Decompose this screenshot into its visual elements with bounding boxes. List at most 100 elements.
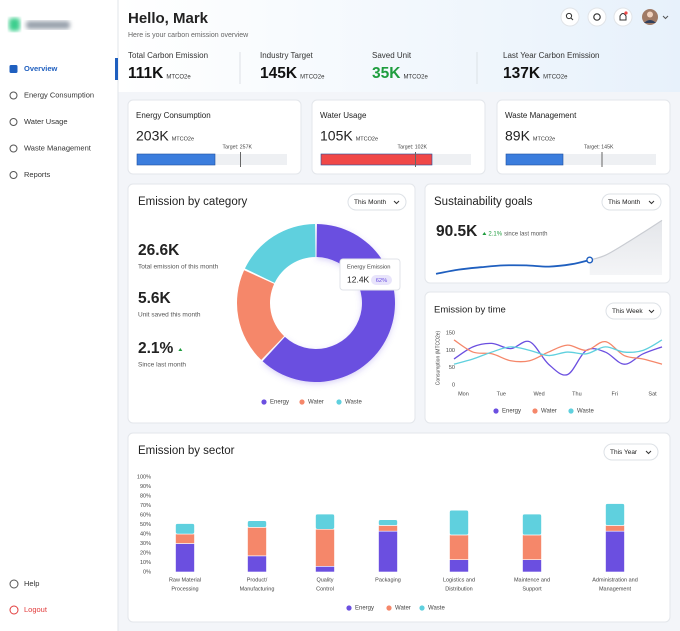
nav-icon [9,65,18,73]
card-title: Sustainability goals [434,196,533,208]
legend-label: Energy [355,606,374,612]
header-icons [560,7,669,27]
legend-label: Waste [428,606,445,612]
settings-button[interactable] [587,7,607,27]
search-button[interactable] [560,7,580,27]
bar-segment [522,534,542,560]
legend-dot [346,605,352,611]
donut-slice [244,224,316,283]
series-line [453,340,663,376]
stat-label: Last Year Carbon Emission [503,51,600,60]
bar-segment [315,565,335,573]
avatar-face [647,11,653,18]
y-tick-label: 60% [140,512,151,518]
bell-icon [619,13,627,21]
summary-value: 2.1% [138,340,174,357]
summary-label: Total emission of this month [138,264,219,271]
dropdown[interactable] [601,193,662,211]
usage-value: 89K [505,128,531,144]
x-tick-label: Control [316,586,334,592]
x-tick-label: Thu [572,391,581,397]
y-tick-label: 90% [140,484,151,490]
usage-unit: MTCO2e [356,136,378,142]
nav-icon [9,118,18,126]
legend-dot [336,399,342,405]
tooltip-value: 12.4K [347,274,370,284]
dropdown-chevron [648,200,655,205]
dropdown-label: This Month [608,199,641,206]
notification-button[interactable] [613,7,633,27]
footer-item[interactable]: Logout [24,605,48,614]
legend-dot [419,605,425,611]
nav-active-bar [115,58,118,80]
stat-value: 137K [503,65,541,82]
tooltip-percent: 62% [376,278,388,284]
progress-fill [320,153,433,166]
summary-label: Since last month [138,362,186,369]
nav-icon [9,171,18,179]
y-tick-label: 50% [140,522,151,528]
bar-segment [315,513,335,530]
stat-unit: MTCO2e [543,75,568,81]
bar-segment [605,503,625,526]
profile-chevron[interactable] [662,15,669,20]
dropdown-label: This Month [354,199,387,206]
dropdown-label: This Year [610,449,638,456]
x-tick-label: Maintence and [514,577,550,583]
up-arrow [482,232,487,235]
nav-item[interactable]: Overview [24,64,58,73]
bar-segment [605,525,625,532]
dropdown-chevron [393,200,400,205]
stat-label: Saved Unit [372,51,412,60]
y-tick-label: 0 [452,382,455,388]
usage-title: Waste Management [505,111,577,120]
stat-value: 35K [372,65,401,82]
stat-value: 145K [260,65,298,82]
y-axis-label: Consumption (MTCO2e) [435,330,441,385]
goal-line [435,259,590,275]
bar-segment [378,530,398,573]
y-tick-label: 70% [140,503,151,509]
series-line [453,339,663,365]
subtitle: Here is your carbon emission overview [128,32,249,39]
bar-segment [522,513,542,536]
stat-value: 111K [128,65,164,82]
header-background [118,0,680,92]
legend-label: Water [308,400,324,406]
x-tick-label: Fri [612,391,618,397]
nav-item[interactable]: Waste Management [24,143,92,152]
nav-item[interactable]: Energy Consumption [24,90,94,99]
up-arrow [178,348,183,351]
x-tick-label: Support [522,586,542,592]
y-tick-label: 100% [137,474,151,480]
bar-segment [378,525,398,532]
bar-segment [449,559,469,573]
dropdown[interactable] [605,302,662,320]
summary-label: Unit saved this month [138,312,201,319]
bar-segment [315,528,335,567]
usage-value: 105K [320,128,353,144]
nav-item[interactable]: Reports [24,170,51,179]
x-tick-label: Processing [171,586,198,592]
bar-segment [247,527,267,557]
greeting: Hello, Mark [128,10,209,27]
nav-icon [9,91,18,100]
y-tick-label: 100 [446,348,455,354]
legend-dot [493,408,499,414]
nav-item[interactable]: Water Usage [24,117,68,126]
bar-segment [175,523,195,535]
donut-slice [236,270,285,360]
card [127,432,671,623]
stat-label: Total Carbon Emission [128,51,208,60]
dropdown[interactable] [347,193,407,211]
stat-unit: MTCO2e [166,75,191,81]
y-tick-label: 10% [140,560,151,566]
legend-label: Energy [502,409,521,415]
target-label: Target: 102K [398,144,428,150]
logo-mark [9,18,20,31]
bar-segment [247,555,267,573]
footer-item[interactable]: Help [24,579,39,588]
search-icon-handle [570,17,574,21]
dropdown[interactable] [603,443,659,461]
progress-fill [136,153,216,166]
